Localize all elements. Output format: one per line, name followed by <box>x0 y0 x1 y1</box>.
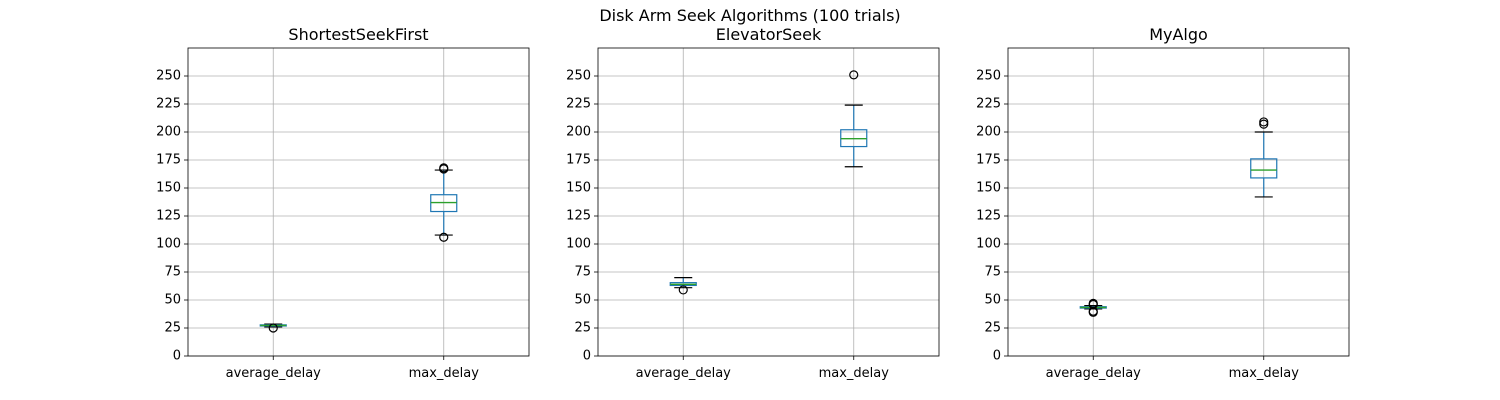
x-tick-label: max_delay <box>819 366 890 381</box>
box-iqr <box>1250 158 1278 179</box>
subplot-title: ElevatorSeek <box>716 25 822 44</box>
y-tick-label: 50 <box>984 293 1001 308</box>
y-tick-label: 225 <box>156 97 181 112</box>
y-tick-label: 200 <box>976 125 1001 140</box>
figure-suptitle: Disk Arm Seek Algorithms (100 trials) <box>599 6 901 25</box>
y-tick-label: 150 <box>566 181 591 196</box>
flier-point <box>439 232 449 242</box>
y-tick-label: 125 <box>156 209 181 224</box>
y-tick-label: 175 <box>976 153 1001 168</box>
y-tick-label: 250 <box>566 69 591 84</box>
y-tick-label: 250 <box>976 69 1001 84</box>
x-tick-label: average_delay <box>636 366 732 381</box>
flier-point <box>849 70 859 80</box>
flier-point <box>1088 298 1098 308</box>
y-tick-label: 25 <box>574 321 591 336</box>
y-tick-label: 50 <box>164 293 181 308</box>
flier-point <box>268 323 278 333</box>
y-tick-label: 225 <box>976 97 1001 112</box>
y-tick-label: 200 <box>156 125 181 140</box>
y-tick-label: 100 <box>156 237 181 252</box>
y-tick-label: 100 <box>566 237 591 252</box>
x-tick-label: max_delay <box>409 366 480 381</box>
y-tick-label: 175 <box>566 153 591 168</box>
y-tick-label: 0 <box>993 349 1001 364</box>
subplot-title: MyAlgo <box>1149 25 1208 44</box>
flier-point <box>439 163 449 173</box>
y-tick-label: 75 <box>574 265 591 280</box>
x-tick-label: average_delay <box>1046 366 1142 381</box>
y-tick-label: 25 <box>164 321 181 336</box>
y-tick-label: 125 <box>976 209 1001 224</box>
y-tick-label: 0 <box>583 349 591 364</box>
y-tick-label: 75 <box>984 265 1001 280</box>
y-tick-label: 175 <box>156 153 181 168</box>
y-tick-label: 100 <box>976 237 1001 252</box>
flier-point <box>678 285 688 295</box>
y-tick-label: 250 <box>156 69 181 84</box>
y-tick-label: 150 <box>156 181 181 196</box>
y-tick-label: 200 <box>566 125 591 140</box>
y-tick-label: 225 <box>566 97 591 112</box>
axes-frame <box>597 47 940 357</box>
y-tick-label: 50 <box>574 293 591 308</box>
subplot-title: ShortestSeekFirst <box>288 25 428 44</box>
flier-point <box>1259 117 1269 127</box>
y-tick-label: 0 <box>173 349 181 364</box>
x-tick-label: max_delay <box>1229 366 1300 381</box>
axes-frame <box>187 47 530 357</box>
x-tick-label: average_delay <box>226 366 322 381</box>
y-tick-label: 25 <box>984 321 1001 336</box>
y-tick-label: 75 <box>164 265 181 280</box>
y-tick-label: 150 <box>976 181 1001 196</box>
y-tick-label: 125 <box>566 209 591 224</box>
axes-frame <box>1007 47 1350 357</box>
